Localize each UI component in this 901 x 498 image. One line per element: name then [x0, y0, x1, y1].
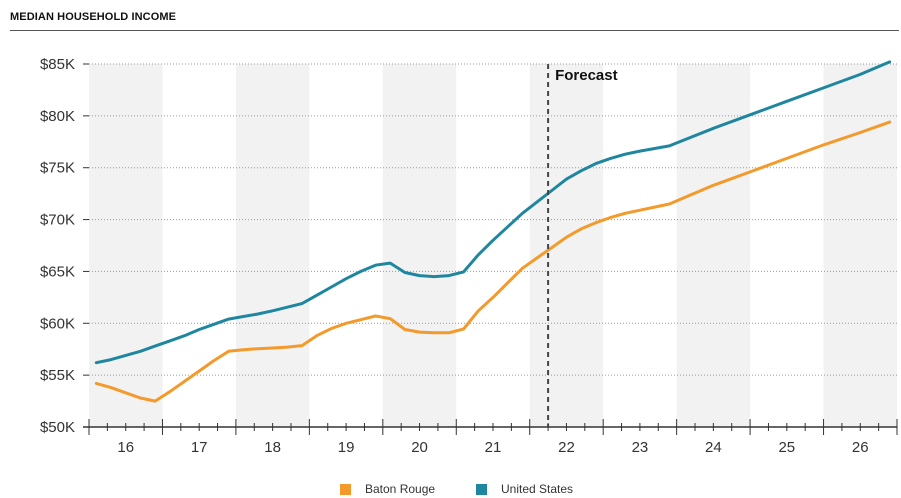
forecast-label: Forecast [555, 67, 618, 84]
line-chart: $50K$55K$60K$65K$70K$75K$80K$85K 16 17 18 1… [40, 56, 898, 456]
legend-swatch-united-states [476, 483, 487, 495]
year-band-16 [89, 64, 163, 427]
y-tick-label: $80K [40, 108, 75, 125]
x-tick-label: 20 [411, 439, 428, 456]
y-tick-label: $65K [40, 263, 75, 280]
y-tick-label: $70K [40, 212, 75, 229]
gridlines [89, 63, 897, 376]
year-band-26 [823, 64, 897, 427]
series-line-baton-rouge [94, 120, 892, 403]
legend-swatch-baton-rouge [340, 483, 351, 495]
x-tick-label: 18 [264, 439, 281, 456]
series-line-united-states [94, 60, 892, 365]
x-tick-label: 21 [485, 439, 502, 456]
legend-item-baton-rouge: Baton Rouge [340, 482, 435, 496]
annotations: Forecast [547, 64, 618, 427]
x-tick-label: 25 [778, 439, 795, 456]
x-tick-label: 16 [117, 439, 134, 456]
year-bands [89, 64, 897, 427]
legend-item-united-states: United States [476, 482, 573, 496]
x-tick-label: 17 [191, 439, 208, 456]
x-tick-label: 22 [558, 439, 575, 456]
legend-label-baton-rouge: Baton Rouge [365, 482, 436, 496]
legend-label-united-states: United States [501, 482, 574, 496]
year-band-18 [235, 64, 310, 427]
y-tick-label: $50K [40, 419, 75, 436]
x-tick-label: 24 [705, 439, 722, 456]
year-band-24 [676, 64, 751, 427]
chart-title: MEDIAN HOUSEHOLD INCOME [10, 11, 177, 23]
y-tick-label: $60K [40, 315, 75, 332]
y-tick-label: $55K [40, 367, 75, 384]
x-axis: 16 17 18 19 20 21 22 23 24 25 26 [83, 419, 898, 456]
year-band-22 [529, 64, 604, 427]
year-band-20 [382, 64, 457, 427]
y-axis-ticks: $50K $55K $60K $65K $70K $75K $80K $85K [40, 56, 89, 436]
y-tick-label: $85K [40, 56, 75, 73]
legend: Baton Rouge United States [0, 482, 901, 498]
x-tick-label: 26 [852, 439, 869, 456]
series-lines [94, 60, 892, 403]
x-tick-label: 23 [632, 439, 649, 456]
x-tick-label: 19 [338, 439, 355, 456]
y-tick-label: $75K [40, 160, 75, 177]
title-divider [10, 30, 899, 31]
